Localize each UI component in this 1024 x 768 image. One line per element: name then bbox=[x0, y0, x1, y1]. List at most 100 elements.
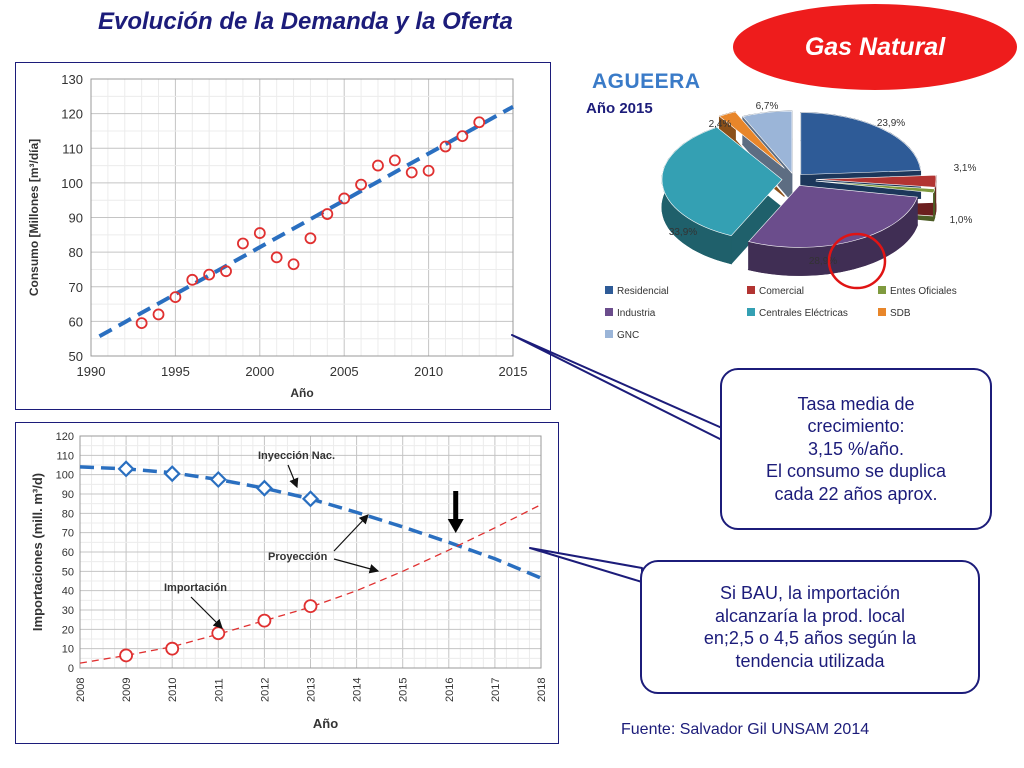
x-tick-label: 1990 bbox=[77, 364, 106, 379]
pie-slice bbox=[815, 180, 936, 194]
data-point bbox=[422, 164, 435, 177]
legend-label: SDB bbox=[890, 308, 911, 319]
bau-callout-line: tendencia utilizada bbox=[735, 650, 885, 671]
y-tick-label: 120 bbox=[56, 431, 74, 443]
sector-pie-chart: 23,9% 3,1% 1,0% 28,9% 33,9% 2,4% 6,7% Residenci… bbox=[605, 101, 977, 341]
annotation-arrow bbox=[333, 514, 369, 552]
annotation-label: Inyección Nac. bbox=[258, 450, 335, 462]
x-axis-label: Año bbox=[313, 716, 338, 731]
bau-callout-line: alcanzaría la prod. local bbox=[714, 605, 906, 626]
imports-chart: 0 10 20 30 40 50 60 70 80 90 100 110 120 2008 2009 2010… bbox=[30, 431, 548, 731]
pie-slice bbox=[800, 112, 921, 175]
legend-swatch bbox=[605, 330, 613, 338]
pie-value-label: 2,4% bbox=[709, 119, 732, 130]
bau-callout: Si BAU, la importación alcanzaría la pro… bbox=[640, 560, 980, 694]
y-tick-label: 110 bbox=[56, 450, 74, 462]
y-tick-label: 80 bbox=[69, 245, 83, 260]
data-point bbox=[203, 268, 216, 281]
growth-callout-line: El consumo se duplica bbox=[765, 461, 947, 482]
consumption-chart: 50 60 70 80 90 100 110 120 130 1990 1995 2000 2005 20… bbox=[27, 72, 527, 400]
y-tick-label: 20 bbox=[62, 624, 74, 636]
y-tick-label: 100 bbox=[56, 470, 74, 482]
import-point bbox=[303, 599, 318, 614]
legend-swatch bbox=[878, 308, 886, 316]
y-tick-label: 120 bbox=[61, 107, 83, 122]
y-tick-label: 80 bbox=[62, 508, 74, 520]
y-tick-label: 130 bbox=[61, 72, 83, 87]
x-tick-label: 2018 bbox=[536, 678, 548, 702]
data-point bbox=[152, 308, 165, 321]
data-point bbox=[372, 159, 384, 172]
bau-callout-line: Si BAU, la importación bbox=[719, 583, 901, 603]
gas-natural-badge: Gas Natural bbox=[733, 4, 1017, 90]
growth-callout-line: Tasa media de bbox=[797, 393, 915, 414]
y-tick-label: 50 bbox=[69, 349, 83, 364]
y-tick-label: 30 bbox=[62, 605, 74, 617]
annotation-arrow bbox=[190, 596, 223, 629]
x-tick-label: 2000 bbox=[245, 364, 274, 379]
pie-slice bbox=[815, 174, 937, 188]
data-point bbox=[456, 130, 469, 143]
data-point bbox=[186, 273, 199, 286]
pie-slice bbox=[742, 110, 793, 174]
data-point bbox=[237, 237, 249, 250]
legend-label: GNC bbox=[617, 330, 639, 341]
pie-year-label: Año 2015 bbox=[586, 100, 653, 117]
slide-title: Evolución de la Demanda y la Oferta bbox=[98, 8, 513, 35]
data-point bbox=[287, 258, 300, 271]
legend-swatch bbox=[747, 286, 755, 294]
x-tick-label: 2015 bbox=[398, 678, 410, 702]
bau-callout-line: en;2,5 o 4,5 años según la bbox=[703, 628, 917, 648]
data-point bbox=[405, 166, 418, 179]
annotation-label: Importación bbox=[164, 582, 227, 594]
agueera-logo: AGUEERA bbox=[592, 70, 701, 93]
y-tick-label: 40 bbox=[62, 586, 74, 598]
data-point bbox=[304, 232, 317, 245]
injection-point bbox=[209, 470, 227, 489]
legend-label: Residencial bbox=[617, 286, 669, 297]
data-point bbox=[439, 140, 452, 153]
import-projection-line bbox=[79, 504, 542, 664]
pie-value-label: 1,0% bbox=[950, 215, 973, 226]
y-tick-label: 60 bbox=[62, 547, 74, 559]
injection-point bbox=[117, 460, 135, 478]
data-point bbox=[338, 192, 351, 205]
legend-swatch bbox=[605, 308, 613, 316]
pie-value-label: 6,7% bbox=[756, 101, 779, 112]
data-point bbox=[473, 116, 486, 129]
growth-callout-line: 3,15 %/año. bbox=[807, 438, 905, 459]
annotation-arrow bbox=[333, 558, 380, 574]
legend-label: Comercial bbox=[759, 286, 804, 297]
import-point bbox=[165, 641, 180, 656]
legend-swatch bbox=[747, 308, 755, 316]
data-point bbox=[169, 291, 182, 304]
x-tick-label: 2005 bbox=[330, 364, 359, 379]
data-point bbox=[220, 265, 232, 278]
consumption-chart-frame: 50 60 70 80 90 100 110 120 130 1990 1995 2000 2005 20… bbox=[15, 62, 551, 410]
crossing-marker-head bbox=[447, 519, 464, 533]
pie-slice bbox=[661, 127, 783, 236]
data-point bbox=[135, 317, 148, 330]
data-point bbox=[270, 251, 283, 264]
bau-callout-pointer bbox=[529, 547, 643, 583]
y-tick-label: 90 bbox=[62, 489, 74, 501]
pie-value-label: 23,9% bbox=[877, 118, 905, 129]
x-tick-label: 2010 bbox=[167, 678, 179, 702]
pie-slice bbox=[718, 111, 785, 169]
growth-rate-callout: Tasa media de crecimiento: 3,15 %/año. E… bbox=[720, 368, 992, 530]
legend-label: Centrales Eléctricas bbox=[759, 308, 848, 319]
y-tick-label: 10 bbox=[62, 644, 74, 656]
legend-label: Entes Oficiales bbox=[890, 286, 957, 297]
highlight-ring bbox=[827, 232, 887, 290]
x-tick-label: 2016 bbox=[444, 678, 456, 702]
growth-callout-line: crecimiento: bbox=[807, 416, 905, 437]
x-tick-label: 2010 bbox=[414, 364, 443, 379]
y-tick-label: 110 bbox=[62, 141, 83, 156]
pie-value-label: 28,9% bbox=[809, 256, 837, 267]
growth-callout-line: cada 22 años aprox. bbox=[774, 483, 938, 504]
data-point bbox=[355, 178, 367, 191]
x-tick-label: 1995 bbox=[161, 364, 190, 379]
data-point bbox=[388, 154, 401, 167]
x-tick-label: 2013 bbox=[306, 678, 318, 702]
x-tick-label: 2014 bbox=[352, 678, 364, 702]
